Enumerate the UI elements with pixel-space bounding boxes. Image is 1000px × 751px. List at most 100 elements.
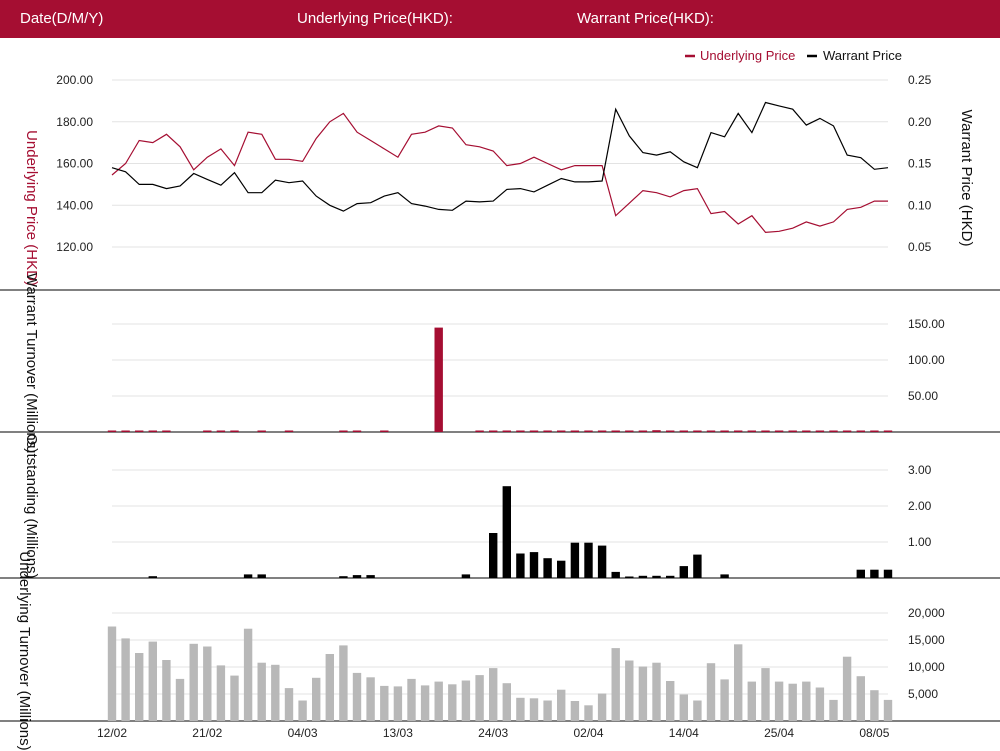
bar bbox=[448, 684, 457, 721]
bar bbox=[529, 552, 539, 578]
bar bbox=[352, 575, 362, 578]
right-tick-label: 2.00 bbox=[908, 499, 932, 513]
bar bbox=[597, 545, 607, 578]
bar bbox=[135, 430, 144, 432]
bar bbox=[393, 686, 403, 721]
bar bbox=[761, 430, 770, 432]
underlying-turnover-axis-title: Underlying Turnover (Millions) bbox=[16, 551, 33, 750]
bar bbox=[175, 678, 185, 721]
bar bbox=[720, 574, 729, 578]
chart-area: Underlying Price Warrant Price Underlyin… bbox=[0, 48, 1000, 751]
bar bbox=[230, 430, 239, 432]
bar bbox=[734, 644, 743, 721]
bar bbox=[135, 653, 144, 721]
x-tick-label: 14/04 bbox=[669, 726, 699, 740]
bar bbox=[747, 430, 756, 432]
right-tick-label: 50.00 bbox=[908, 389, 938, 403]
right-tick-label: 150.00 bbox=[908, 317, 945, 331]
bar bbox=[883, 430, 893, 432]
bar bbox=[366, 677, 375, 721]
bar bbox=[380, 685, 389, 721]
chart-legend: Underlying Price Warrant Price bbox=[685, 48, 902, 63]
bar bbox=[366, 575, 375, 578]
x-tick-label: 08/05 bbox=[859, 726, 889, 740]
bar bbox=[516, 697, 525, 721]
date-label: Date(D/M/Y) bbox=[20, 10, 104, 27]
bar bbox=[611, 571, 620, 578]
bar bbox=[339, 430, 348, 432]
bar bbox=[461, 574, 471, 578]
bar bbox=[625, 430, 634, 432]
bar bbox=[842, 430, 852, 432]
bar bbox=[856, 676, 865, 721]
bar bbox=[856, 569, 865, 578]
bar bbox=[339, 576, 348, 578]
legend-warrant-label: Warrant Price bbox=[823, 48, 902, 63]
bar bbox=[557, 430, 566, 432]
bar bbox=[475, 430, 484, 432]
bar bbox=[570, 430, 580, 432]
bar bbox=[570, 701, 580, 721]
bar bbox=[203, 430, 212, 432]
right-tick-label: 10,000 bbox=[908, 660, 945, 674]
bar bbox=[257, 662, 266, 721]
bar bbox=[638, 575, 648, 578]
bar bbox=[434, 681, 443, 721]
bar bbox=[516, 430, 525, 432]
x-tick-label: 02/04 bbox=[573, 726, 603, 740]
bar bbox=[461, 680, 471, 721]
bar bbox=[243, 628, 253, 721]
right-tick-label: 0.20 bbox=[908, 115, 932, 129]
bar bbox=[870, 430, 879, 432]
left-tick-label: 140.00 bbox=[56, 198, 93, 212]
bar bbox=[420, 685, 430, 721]
bar bbox=[802, 430, 811, 432]
bar bbox=[352, 430, 362, 432]
bar bbox=[652, 430, 661, 432]
warrant-price-line bbox=[111, 101, 889, 212]
x-tick-label: 12/02 bbox=[97, 726, 127, 740]
bar bbox=[679, 566, 688, 578]
bar bbox=[693, 700, 702, 721]
bar bbox=[557, 560, 566, 578]
bar bbox=[666, 575, 675, 578]
x-tick-label: 04/03 bbox=[288, 726, 318, 740]
right-tick-label: 0.10 bbox=[908, 198, 932, 212]
bar bbox=[815, 430, 825, 432]
bar bbox=[625, 576, 634, 578]
bar bbox=[597, 693, 607, 721]
right-tick-label: 0.05 bbox=[908, 240, 932, 254]
bar bbox=[203, 646, 212, 721]
right-tick-label: 0.25 bbox=[908, 73, 932, 87]
right-tick-label: 5,000 bbox=[908, 687, 938, 701]
legend-underlying-label: Underlying Price bbox=[700, 48, 795, 63]
bar bbox=[802, 681, 811, 721]
bar bbox=[597, 430, 607, 432]
right-tick-label: 100.00 bbox=[908, 353, 945, 367]
bar bbox=[543, 430, 552, 432]
bar bbox=[339, 645, 348, 721]
x-tick-label: 25/04 bbox=[764, 726, 794, 740]
bar bbox=[189, 643, 198, 721]
bar bbox=[734, 430, 743, 432]
bar bbox=[720, 679, 729, 721]
bar bbox=[434, 327, 443, 432]
bar bbox=[693, 430, 702, 432]
bar bbox=[502, 683, 511, 721]
bar bbox=[720, 430, 729, 432]
bar bbox=[162, 430, 171, 432]
bar bbox=[257, 430, 266, 432]
bar bbox=[625, 660, 634, 721]
bar bbox=[380, 430, 389, 432]
bar bbox=[352, 672, 362, 721]
bar bbox=[121, 638, 130, 721]
bar bbox=[243, 574, 253, 578]
bar bbox=[271, 664, 280, 721]
bar bbox=[216, 665, 226, 721]
bar bbox=[679, 430, 688, 432]
underlying-price-label: Underlying Price(HKD): bbox=[297, 10, 453, 27]
bar bbox=[284, 688, 294, 721]
bar bbox=[829, 699, 838, 721]
left-tick-label: 180.00 bbox=[56, 115, 93, 129]
bar bbox=[638, 430, 648, 432]
